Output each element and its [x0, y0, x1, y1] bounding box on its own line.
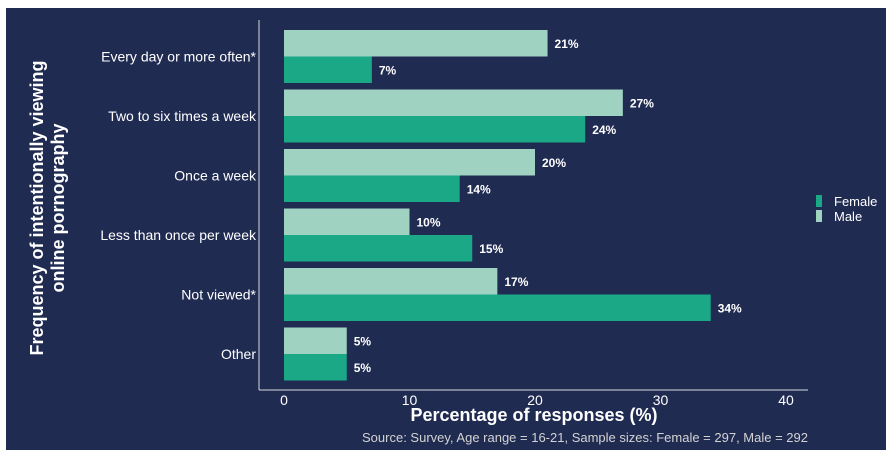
x-tick-label-40: 40	[778, 392, 794, 408]
bar-male-once-a-week	[284, 149, 535, 176]
data-label-female-once-a-week: 14%	[467, 182, 491, 196]
value-labels-layer: 21% 7% 27% 24% 20% 14% 10% 15% 17% 34% 5% 5%	[354, 37, 742, 375]
bar-male-not-viewed	[284, 268, 498, 295]
axes-layer	[258, 20, 808, 391]
bar-male-every-day-or-more-often	[284, 30, 548, 57]
bar-male-other	[284, 327, 347, 354]
bar-male-two-to-six-times-a-week	[284, 89, 623, 116]
bar-female-every-day-or-more-often	[284, 56, 372, 83]
bar-female-less-than-once-per-week	[284, 235, 473, 262]
x-axis-title: Percentage of responses (%)	[410, 405, 657, 425]
bar-female-two-to-six-times-a-week	[284, 116, 586, 143]
y-tick-label-every-day-or-more-often: Every day or more often*	[101, 49, 256, 65]
y-tick-label-once-a-week: Once a week	[174, 168, 257, 184]
y-tick-label-not-viewed: Not viewed*	[181, 287, 256, 303]
data-label-female-two-to-six-times-a-week: 24%	[592, 123, 616, 137]
data-label-female-less-than-once-per-week: 15%	[479, 242, 503, 256]
data-label-male-not-viewed: 17%	[504, 275, 528, 289]
y-axis-title-line-2: online pornography	[48, 124, 68, 293]
data-label-female-other: 5%	[354, 361, 372, 375]
legend-swatch-female	[816, 195, 822, 207]
data-label-female-every-day-or-more-often: 7%	[379, 63, 397, 77]
x-ticks-layer: 0 10 20 30 40	[280, 392, 794, 408]
x-tick-label-10: 10	[402, 392, 418, 408]
bar-female-once-a-week	[284, 175, 460, 202]
data-label-male-every-day-or-more-often: 21%	[555, 37, 579, 51]
data-label-male-less-than-once-per-week: 10%	[417, 215, 441, 229]
x-tick-label-0: 0	[280, 392, 288, 408]
data-label-male-other: 5%	[354, 334, 372, 348]
category-labels-layer: Every day or more often* Two to six times…	[100, 49, 257, 363]
legend-swatch-male	[816, 210, 822, 222]
y-axis-title: Frequency of intentionally viewingonline…	[27, 60, 68, 355]
chart-background	[6, 8, 886, 450]
bar-female-other	[284, 354, 347, 381]
legend-label-male: Male	[834, 209, 862, 224]
bar-female-not-viewed	[284, 294, 711, 321]
bars-layer	[284, 30, 711, 381]
y-tick-label-other: Other	[221, 346, 256, 362]
data-label-female-not-viewed: 34%	[718, 301, 742, 315]
x-tick-label-30: 30	[653, 392, 669, 408]
bar-male-less-than-once-per-week	[284, 208, 410, 235]
data-label-male-two-to-six-times-a-week: 27%	[630, 96, 654, 110]
y-tick-label-two-to-six-times-a-week: Two to six times a week	[108, 108, 257, 124]
y-axis-title-line-1: Frequency of intentionally viewing	[27, 60, 47, 355]
source-caption: Source: Survey, Age range = 16-21, Sampl…	[362, 430, 808, 445]
data-label-male-once-a-week: 20%	[542, 156, 566, 170]
y-tick-label-less-than-once-per-week: Less than once per week	[100, 227, 257, 243]
x-tick-label-20: 20	[527, 392, 543, 408]
legend-label-female: Female	[834, 194, 877, 209]
